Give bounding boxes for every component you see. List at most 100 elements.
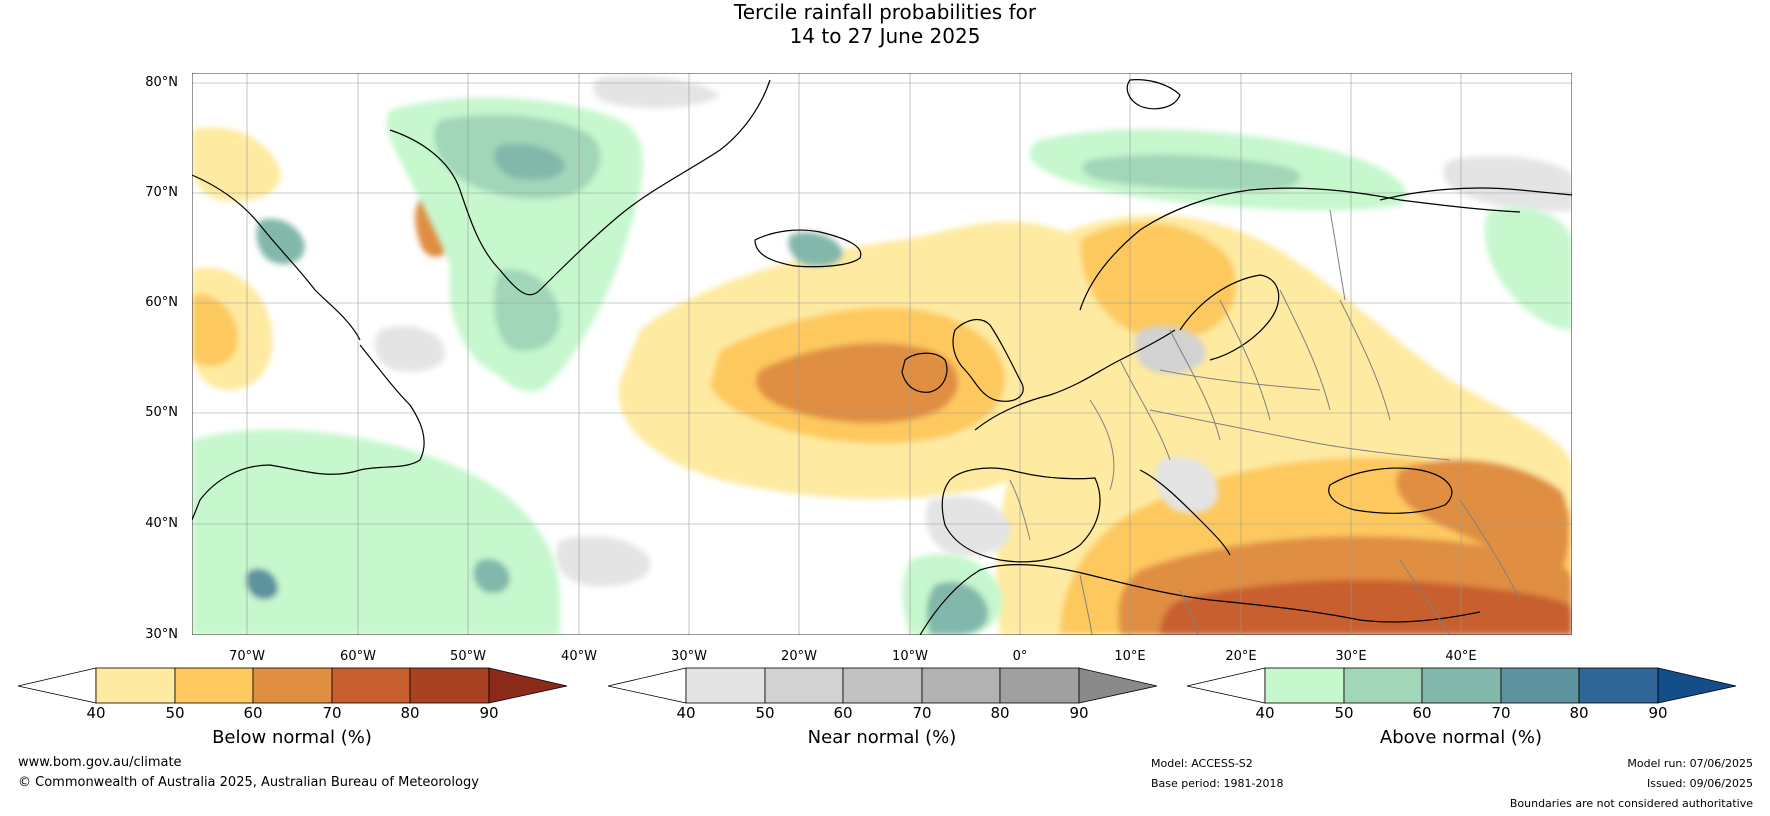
iberia-grey	[926, 496, 1011, 557]
colorbar-near-tick: 60	[833, 704, 853, 722]
colorbar-above-tick: 80	[1569, 704, 1589, 722]
map-title-line2: 14 to 27 June 2025	[789, 24, 981, 48]
lon-label-50w: 50°W	[450, 649, 486, 664]
colorbar-below-title: Below normal (%)	[212, 727, 372, 748]
colorbar-near-lower-extend	[607, 667, 687, 704]
colorbar-below-tick: 70	[322, 704, 342, 722]
country-borders	[1009, 209, 1521, 635]
canada-dry-core	[192, 294, 239, 367]
footer-disclaimer: Boundaries are not considered authoritat…	[1509, 797, 1753, 810]
labrador-coast	[192, 344, 425, 521]
colorbar-above-seg5	[1578, 667, 1659, 704]
colorbar-near-tick: 40	[676, 704, 696, 722]
colorbar-above-tick: 40	[1255, 704, 1275, 722]
colorbar-below-upper-extend	[488, 667, 568, 704]
lat-label-60n: 60°N	[145, 295, 178, 310]
italy-grey	[1155, 456, 1219, 514]
colorbar-near-seg3	[842, 667, 923, 704]
barents-wet-core	[1082, 154, 1301, 191]
norway-coast	[1079, 187, 1521, 311]
black-sea-coast	[1328, 467, 1453, 514]
lon-label-40e: 40°E	[1445, 649, 1477, 664]
lon-label-20w: 20°W	[781, 649, 817, 664]
africa-coast	[919, 563, 1481, 635]
colorbar-below-tick: 90	[479, 704, 499, 722]
baltic-coast	[1179, 274, 1280, 361]
colorbar-above-seg4	[1500, 667, 1580, 704]
colorbar-below-tick: 60	[243, 704, 263, 722]
coastlines	[192, 79, 1572, 635]
atlantic-dry-inner	[756, 342, 959, 424]
footer-copyright: © Commonwealth of Australia 2025, Austra…	[18, 775, 479, 790]
atlantic-wet-south-spot	[473, 558, 510, 594]
colorbar-above-upper-extend	[1657, 667, 1737, 704]
footer-website: www.bom.gov.au/climate	[18, 755, 182, 770]
lon-label-30e: 30°E	[1335, 649, 1367, 664]
colorbar-above-seg2	[1343, 667, 1423, 704]
colorbar-near-seg2	[764, 667, 844, 704]
colorbar-below-lower-extend	[17, 667, 97, 704]
colorbar-below-seg4	[331, 667, 411, 704]
colorbar-near-tick: 80	[990, 704, 1010, 722]
colorbar-below-seg2	[174, 667, 254, 704]
lon-label-30w: 30°W	[671, 649, 707, 664]
lon-label-70w: 70°W	[229, 649, 265, 664]
atlantic-grey-1	[556, 536, 651, 587]
colorbar-below-tick: 40	[86, 704, 106, 722]
morocco-wet-core	[926, 581, 989, 635]
arctic-grey-1	[593, 75, 720, 109]
greenland-wet-inner	[494, 143, 565, 180]
lat-label-80n: 80°N	[145, 75, 178, 90]
british-isles-coast	[952, 318, 1024, 402]
colorbar-below-tick: 80	[400, 704, 420, 722]
colorbar-below-seg3	[252, 667, 333, 704]
footer-base-period: Base period: 1981-2018	[1151, 777, 1284, 790]
colorbar-below-seg5	[409, 667, 490, 704]
lat-label-70n: 70°N	[145, 185, 178, 200]
scandinavia-grey	[1135, 326, 1206, 374]
lon-label-60w: 60°W	[340, 649, 376, 664]
middle-east-dry	[1396, 459, 1569, 570]
arctic-grey-2	[1443, 155, 1572, 212]
colorbar-below-seg1	[95, 667, 176, 704]
colorbar-above-title: Above normal (%)	[1379, 727, 1543, 748]
footer-issued: Issued: 09/06/2025	[1646, 777, 1753, 790]
russia-arctic-coast	[1379, 187, 1572, 201]
lat-label-50n: 50°N	[145, 405, 178, 420]
map-panel	[192, 73, 1572, 635]
iceland-coast	[754, 229, 862, 268]
lon-label-0: 0°	[1012, 649, 1028, 664]
colorbar-near	[607, 667, 1158, 704]
iceland-wet	[788, 232, 843, 266]
lat-label-30n: 30°N	[145, 627, 178, 642]
ireland-coast	[901, 352, 948, 393]
colorbar-above-tick: 70	[1491, 704, 1511, 722]
east-wet	[1484, 206, 1572, 330]
africa-dry-core	[1160, 580, 1572, 635]
gridlines	[192, 73, 1572, 635]
lon-label-20e: 20°E	[1225, 649, 1257, 664]
colorbar-below-tick: 50	[165, 704, 185, 722]
map-title: Tercile rainfall probabilities for 14 to…	[0, 0, 1770, 48]
baffin-wet	[256, 218, 305, 265]
baffin-coast	[192, 174, 361, 341]
colorbar-near-upper-extend	[1078, 667, 1158, 704]
map-title-line1: Tercile rainfall probabilities for	[733, 0, 1037, 24]
lon-label-10e: 10°E	[1114, 649, 1146, 664]
svalbard-coast	[1126, 79, 1181, 110]
colorbar-near-seg4	[921, 667, 1001, 704]
colorbar-near-tick: 70	[912, 704, 932, 722]
scandinavia-dry	[1080, 222, 1237, 340]
footer-model-run: Model run: 07/06/2025	[1627, 757, 1753, 770]
colorbar-near-seg5	[999, 667, 1080, 704]
lon-label-10w: 10°W	[892, 649, 928, 664]
atlantic-wet-mid-core	[494, 269, 561, 351]
colorbar-near-tick: 50	[755, 704, 775, 722]
colorbar-near-tick: 90	[1069, 704, 1089, 722]
colorbar-near-title: Near normal (%)	[807, 727, 957, 748]
colorbar-above-seg1	[1264, 667, 1345, 704]
greenland-coast	[389, 79, 771, 296]
colorbar-above	[1186, 667, 1737, 704]
colorbar-below	[17, 667, 568, 704]
